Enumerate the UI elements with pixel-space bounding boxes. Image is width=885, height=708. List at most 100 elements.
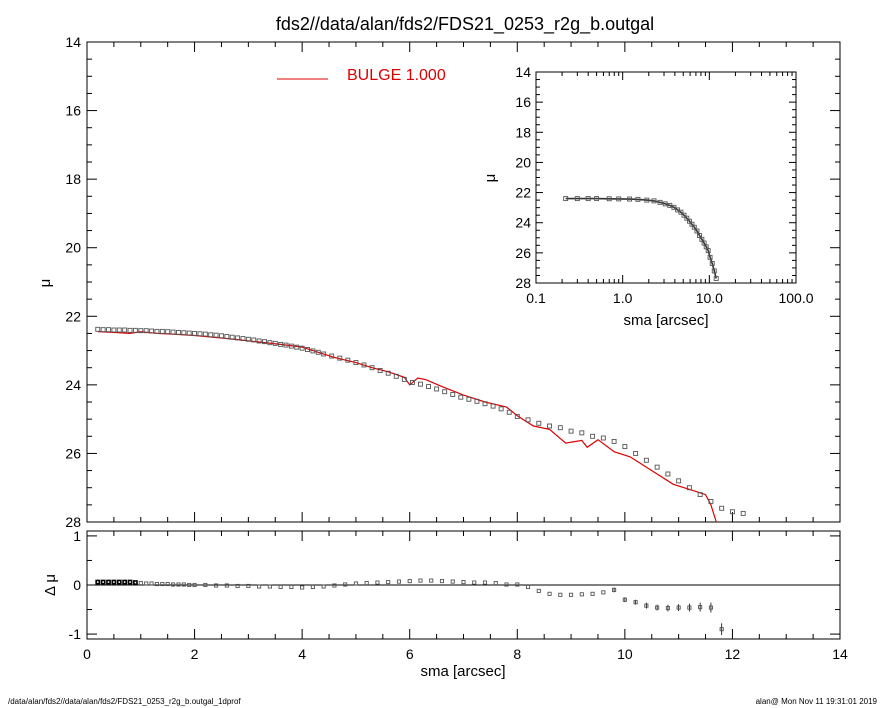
residual-data-point (644, 603, 649, 608)
main-x-axis-label: sma [arcsec] (420, 663, 505, 680)
profile-data-point (106, 327, 111, 333)
inset-data-point (713, 276, 719, 281)
legend-label: BULGE 1.000 (347, 67, 446, 84)
residual-data-point (165, 581, 170, 587)
profile-data-point (418, 381, 423, 387)
inset-y-tick-label: 14 (515, 64, 531, 80)
residual-data-point (111, 579, 117, 585)
residual-x-tick-label: 10 (617, 646, 633, 662)
profile-data-point (116, 327, 122, 333)
inset-y-tick-label: 26 (515, 245, 531, 261)
profile-data-point (506, 409, 512, 415)
residual-data-point (138, 580, 143, 586)
profile-data-point (224, 334, 230, 339)
profile-data-point (149, 328, 154, 334)
residual-data-point (687, 605, 692, 610)
profile-data-point (450, 392, 456, 397)
inset-data-point (694, 228, 700, 234)
inset-data-point (671, 204, 677, 210)
profile-data-point (100, 327, 106, 333)
inset-data-point (691, 224, 697, 230)
main-profile-panel: 14 16 18 20 22 24 26 28 μ BULGE 1.000 (37, 34, 841, 530)
residual-data-point (558, 592, 563, 597)
residual-data-point (515, 582, 520, 587)
residual-data-point (569, 592, 574, 597)
profile-data-point (665, 471, 671, 477)
profile-data-point (474, 398, 480, 404)
footer-timestamp: alan@ Mon Nov 11 19:31:01 2019 (756, 697, 878, 706)
profile-data-point (122, 327, 128, 333)
profile-data-point (235, 335, 241, 341)
residual-data-point (450, 579, 455, 584)
residual-data-point (154, 581, 159, 587)
inset-data-point (657, 199, 663, 205)
inset-data-point (563, 196, 569, 202)
residual-data-point (149, 581, 154, 586)
inset-y-tick-label: 18 (515, 124, 531, 140)
profile-data-point (272, 340, 278, 346)
residual-data-point (300, 585, 305, 590)
profile-data-point (643, 457, 649, 463)
profile-data-point (633, 450, 639, 456)
profile-data-point (283, 342, 289, 348)
profile-data-point (385, 370, 391, 376)
residual-data-point (214, 583, 219, 588)
inset-data-point (644, 197, 650, 203)
profile-data-point (267, 340, 273, 346)
profile-data-point (654, 464, 660, 470)
profile-data-point (132, 327, 138, 333)
inset-data-point (711, 268, 717, 274)
profile-data-point (310, 348, 316, 354)
residual-data-point (289, 584, 294, 590)
residual-data-point (418, 578, 423, 583)
inset-x-axis-label: sma [arcsec] (623, 312, 708, 329)
residual-data-point (278, 584, 283, 590)
profile-data-point (208, 332, 214, 338)
profile-data-point (434, 386, 440, 392)
residual-x-tick-label: 0 (83, 646, 91, 662)
profile-data-point (514, 413, 520, 419)
main-y-tick-label: 20 (65, 240, 81, 256)
residual-data-point (676, 605, 681, 610)
residual-data-point (267, 584, 272, 589)
inset-data-point (705, 248, 711, 254)
main-y-tick-label: 14 (65, 34, 81, 50)
inset-x-tick-label: 10.0 (696, 290, 723, 306)
inset-data-point (616, 196, 622, 202)
profile-data-point (676, 478, 682, 484)
profile-data-point (154, 328, 160, 334)
profile-data-point (219, 333, 224, 339)
profile-data-point (409, 380, 415, 385)
inset-y-tick-label: 24 (515, 215, 531, 231)
residual-data-point (246, 583, 251, 589)
residual-axis-ticks: 10-10 2 4 6 8 10 12 14 (69, 528, 848, 662)
profile-data-point (192, 330, 198, 336)
bulge-model-line (97, 331, 717, 523)
main-y-tick-label: 28 (65, 514, 81, 530)
residual-data-point (633, 600, 638, 605)
profile-data-point (299, 345, 305, 351)
residual-data-point (504, 582, 509, 587)
inset-data-point (594, 196, 600, 202)
main-y-tick-label: 26 (65, 445, 81, 461)
residual-data-point (655, 605, 660, 610)
residual-panel: 10-10 2 4 6 8 10 12 14 Δ μ sma [arcsec] (42, 528, 848, 680)
inset-plot-frame (535, 71, 797, 284)
residual-data-point (144, 581, 149, 586)
residual-data-point (224, 583, 229, 588)
profile-data-point (401, 376, 407, 382)
inset-data-point (687, 218, 692, 224)
residual-x-tick-label: 8 (513, 646, 521, 662)
residual-data-point (386, 580, 391, 585)
residual-data-point (601, 590, 606, 595)
inset-y-tick-label: 28 (515, 275, 531, 291)
inset-data-point (678, 209, 684, 215)
residual-data-point (332, 583, 337, 588)
profile-data-point (337, 355, 343, 361)
residual-data-point (698, 605, 703, 610)
residual-y-tick-label: 1 (73, 528, 81, 544)
inset-x-tick-label: 1.0 (613, 290, 633, 306)
residual-data-point (429, 578, 434, 583)
inset-data-point (585, 196, 591, 202)
residual-data-point (106, 579, 111, 585)
